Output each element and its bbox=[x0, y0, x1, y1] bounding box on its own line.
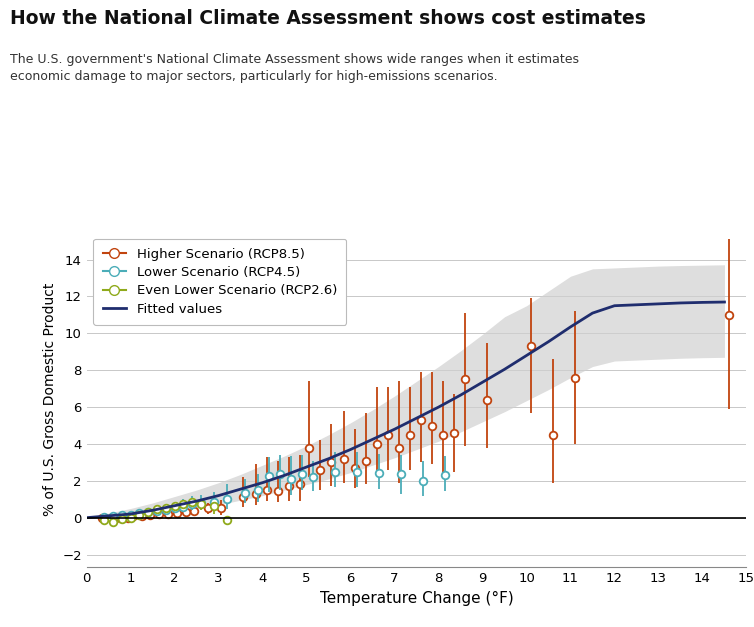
Y-axis label: % of U.S. Gross Domestic Product: % of U.S. Gross Domestic Product bbox=[43, 283, 57, 517]
Text: How the National Climate Assessment shows cost estimates: How the National Climate Assessment show… bbox=[10, 9, 645, 28]
X-axis label: Temperature Change (°F): Temperature Change (°F) bbox=[320, 591, 513, 606]
Legend: Higher Scenario (RCP8.5), Lower Scenario (RCP4.5), Even Lower Scenario (RCP2.6),: Higher Scenario (RCP8.5), Lower Scenario… bbox=[93, 239, 346, 325]
Text: The U.S. government's National Climate Assessment shows wide ranges when it esti: The U.S. government's National Climate A… bbox=[10, 53, 579, 83]
